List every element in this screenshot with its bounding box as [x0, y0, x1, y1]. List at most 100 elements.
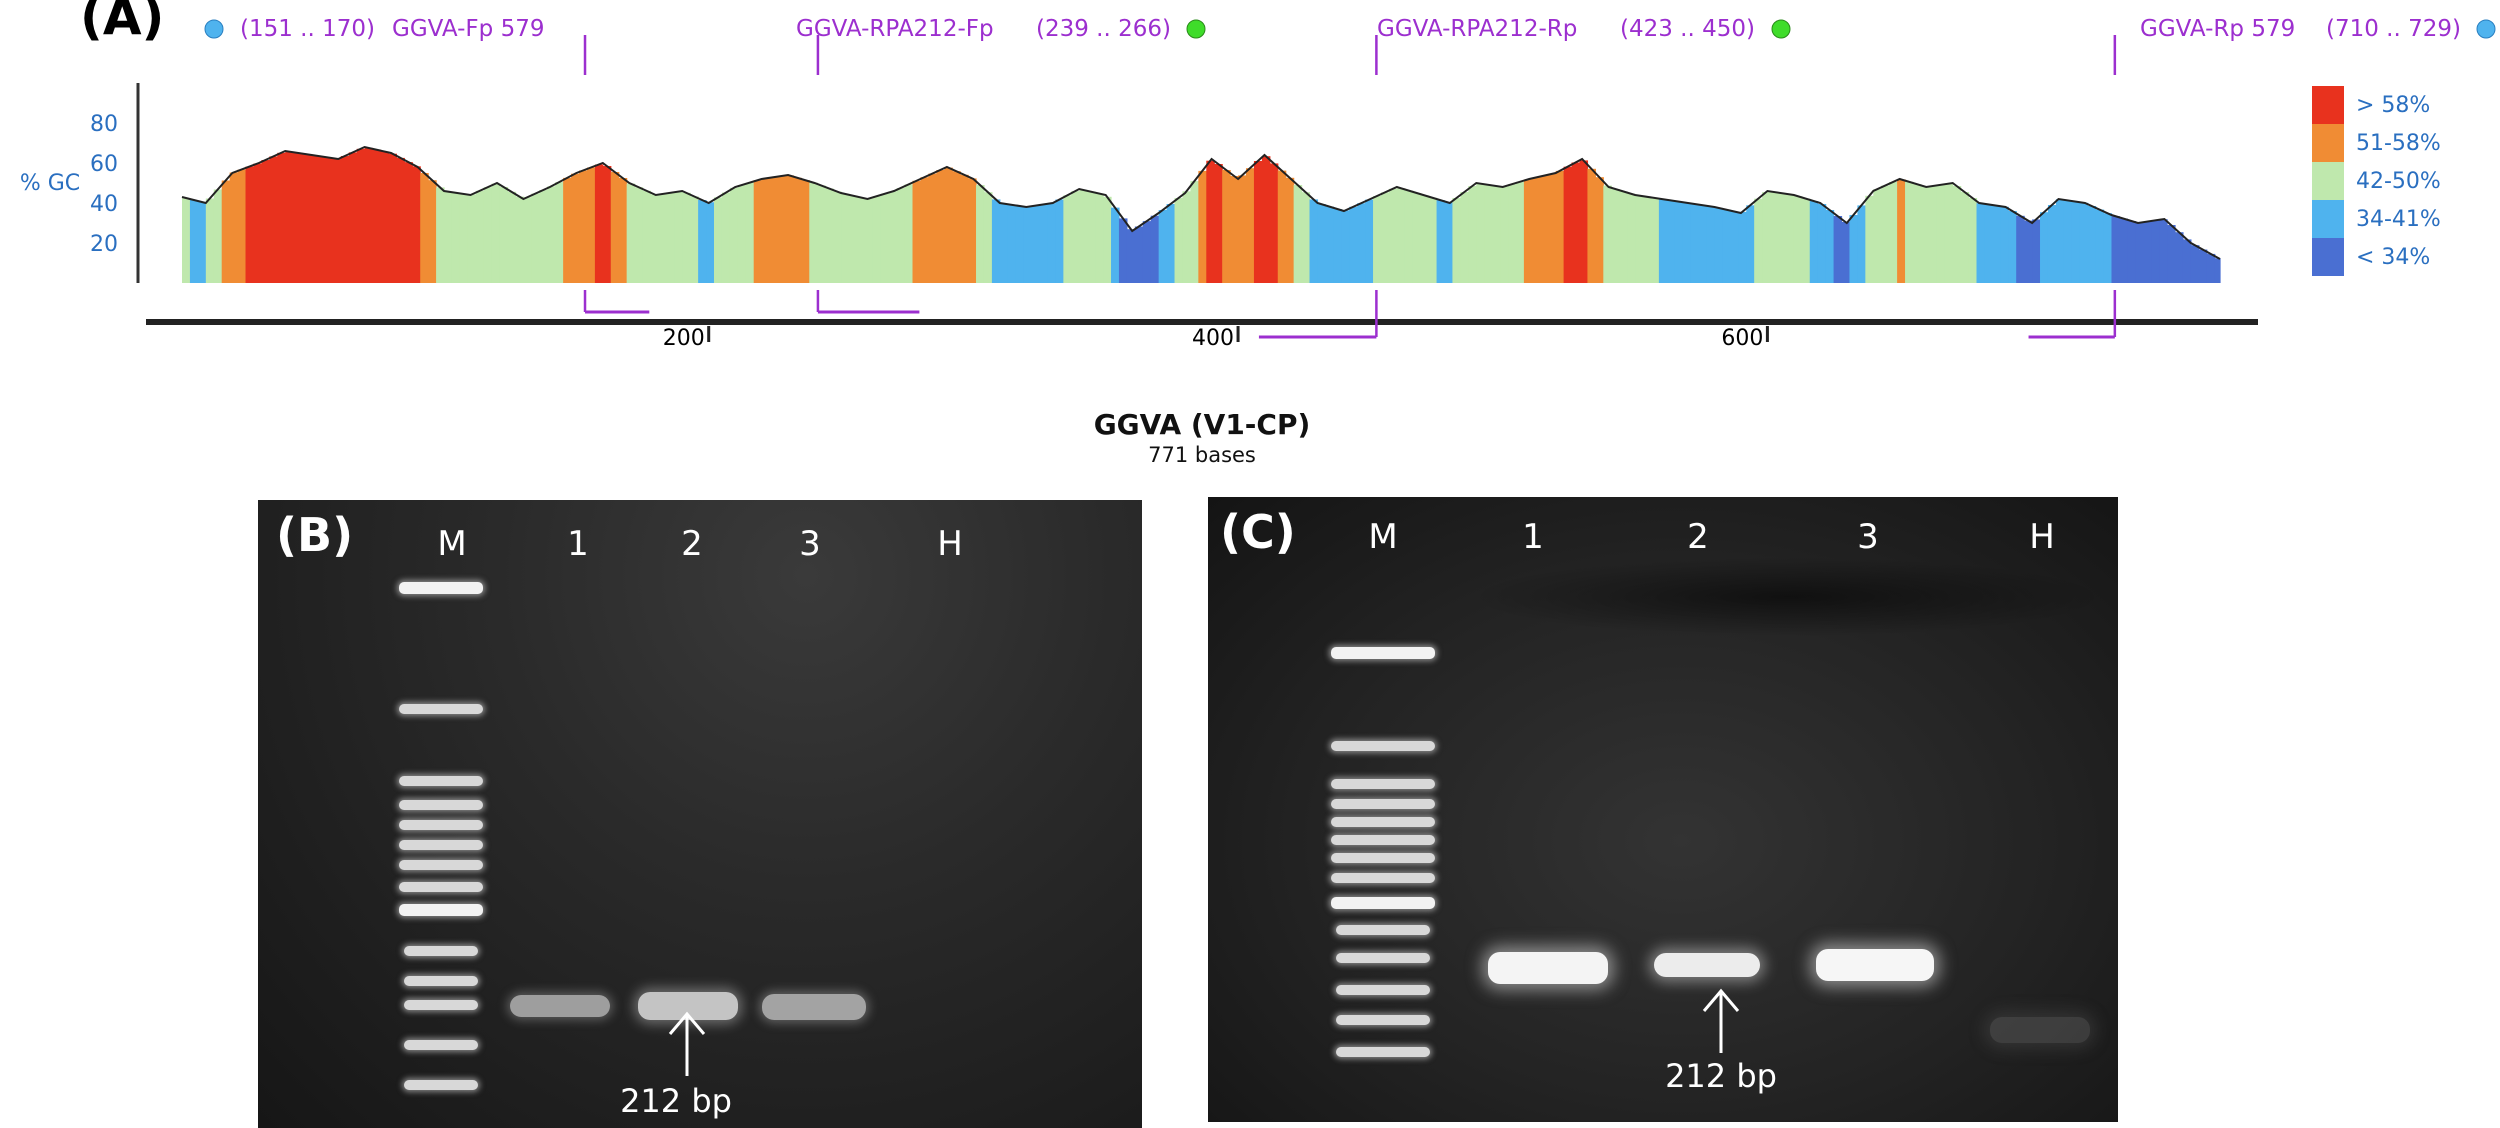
gc-strip — [324, 157, 334, 283]
arrow-up-icon — [1702, 988, 1740, 1053]
gc-strip — [825, 188, 834, 283]
gc-strip — [1897, 179, 1906, 283]
ladder-band — [1331, 853, 1435, 863]
gc-strip — [745, 182, 755, 283]
gc-strip — [1841, 222, 1851, 283]
gc-strip — [1269, 163, 1279, 283]
gc-strip — [579, 170, 588, 283]
legend-label: < 34% — [2356, 245, 2430, 270]
ladder-band — [399, 582, 483, 594]
gc-strip — [563, 177, 572, 283]
gc-strip — [1714, 207, 1724, 283]
gc-strip — [1531, 177, 1541, 283]
gc-strip — [2206, 253, 2216, 283]
gc-strip — [491, 183, 501, 283]
sample-band-lane-3 — [762, 994, 866, 1020]
gc-strip — [1992, 205, 2001, 283]
gc-strip — [1865, 195, 1874, 283]
faint-band-lane-h — [1990, 1017, 2090, 1043]
gc-strip — [1214, 164, 1223, 283]
gc-strip — [785, 175, 794, 283]
gc-strip — [1484, 184, 1493, 283]
legend-swatch — [2312, 162, 2344, 200]
gc-strip — [1920, 186, 1930, 283]
gc-strip — [539, 190, 548, 283]
gc-strip — [269, 156, 278, 283]
x-tick-label: 600 — [1721, 326, 1763, 351]
ladder-band — [399, 704, 483, 714]
gc-strip — [586, 167, 596, 283]
gc-strip — [1690, 204, 1700, 283]
gc-strip — [1666, 200, 1676, 283]
gc-strip — [1968, 198, 1978, 283]
ladder-band — [1336, 1047, 1430, 1057]
legend-label: 51-58% — [2356, 131, 2441, 156]
gc-strip — [1031, 205, 1041, 283]
gc-strip — [309, 155, 318, 283]
gc-strip — [721, 192, 731, 283]
gc-strip — [872, 196, 882, 283]
sequence-length: 771 bases — [1148, 443, 1256, 467]
ladder-band — [1336, 1015, 1430, 1025]
gc-strip — [2175, 232, 2184, 283]
gc-strip — [1500, 186, 1509, 283]
gc-strip — [1333, 209, 1342, 283]
gc-strip — [2071, 201, 2081, 283]
gc-strip — [817, 185, 826, 283]
gc-strip — [936, 170, 945, 283]
gc-strip — [1777, 193, 1787, 283]
primer-range-label: (151 .. 170) — [240, 16, 375, 42]
gc-strip — [2063, 200, 2073, 283]
gc-strip — [2087, 206, 2097, 283]
gc-strip — [1103, 196, 1112, 283]
x-tick-label: 200 — [663, 326, 705, 351]
gc-strip — [1460, 192, 1469, 283]
gc-strip — [301, 154, 310, 283]
gc-strip — [1809, 201, 1819, 283]
lane-label-m: M — [437, 524, 467, 564]
ladder-band — [1336, 925, 1430, 935]
gc-strip — [1579, 160, 1589, 283]
gc-strip — [2143, 221, 2152, 283]
gc-strip — [698, 200, 707, 283]
legend-swatch — [2312, 238, 2344, 276]
gc-strip — [1801, 198, 1811, 283]
gc-strip — [2167, 225, 2176, 283]
gc-strip — [729, 187, 739, 283]
band-size-label-b: 212 bp — [620, 1082, 732, 1120]
gc-strip — [856, 197, 866, 283]
gc-strip — [1444, 202, 1454, 283]
gc-strip — [602, 166, 612, 283]
gc-strip — [2151, 220, 2160, 283]
gc-strip — [316, 156, 326, 283]
ladder-band — [399, 820, 483, 830]
gc-strip — [1007, 204, 1017, 283]
gc-strip — [1396, 188, 1406, 283]
gc-strip — [1166, 204, 1176, 283]
gc-strip — [1928, 186, 1938, 283]
gc-strip — [1277, 170, 1287, 283]
gc-strip — [1817, 204, 1827, 283]
gc-strip — [1698, 205, 1708, 283]
gc-strip — [1912, 184, 1922, 283]
primer-name-label: GGVA-RPA212-Rp — [1377, 16, 1577, 42]
lane-label-3: 3 — [1857, 517, 1879, 557]
gc-strip — [340, 156, 350, 283]
gc-strip — [1650, 198, 1660, 283]
gc-strip — [928, 173, 937, 283]
gc-strip — [1881, 185, 1890, 283]
primer-name-label: GGVA-Rp 579 — [2140, 16, 2295, 42]
ladder-band — [404, 1080, 478, 1090]
gc-strip — [1404, 190, 1414, 283]
gc-strip — [634, 187, 644, 283]
gc-strip — [2214, 258, 2221, 283]
gc-strip — [1643, 196, 1652, 283]
lane-label-m: M — [1368, 517, 1398, 557]
gc-strip — [1873, 189, 1882, 283]
gc-strip — [1373, 196, 1382, 283]
gc-strip — [1476, 183, 1485, 283]
gc-strip — [1555, 170, 1565, 283]
lane-label-h: H — [2029, 517, 2055, 557]
lane-label-h: H — [937, 524, 963, 564]
primer-dot-icon — [1771, 19, 1791, 39]
